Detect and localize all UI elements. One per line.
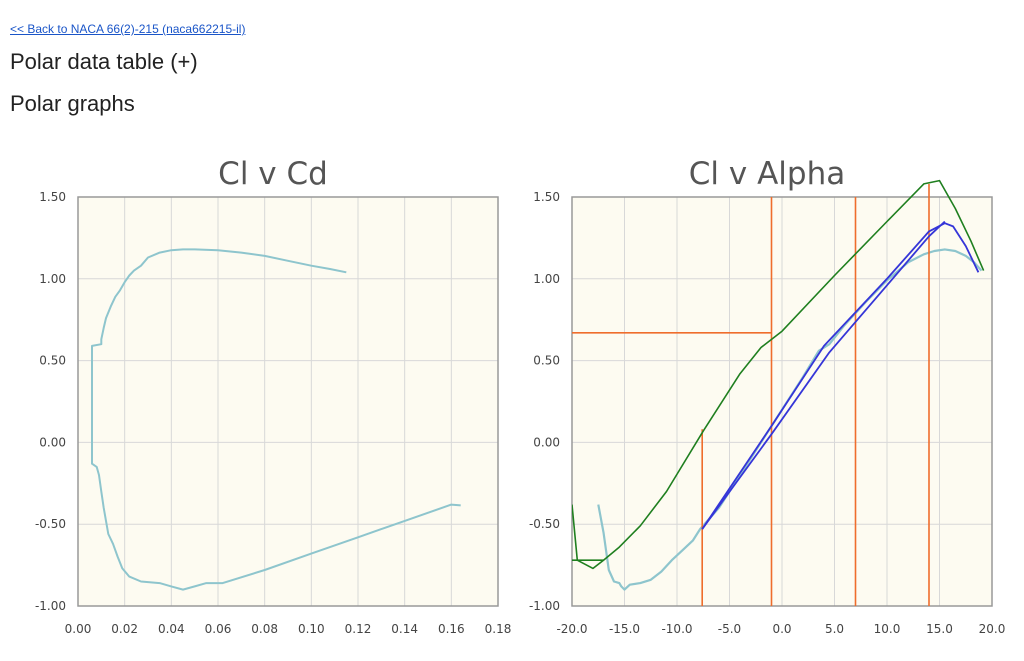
x-tick-label: -5.0 xyxy=(718,622,741,636)
series-line xyxy=(701,222,980,530)
x-tick-label: 0.00 xyxy=(65,622,92,636)
x-tick-label: 10.0 xyxy=(874,622,901,636)
polar-graphs-heading: Polar graphs xyxy=(10,91,135,116)
x-tick-label: 20.0 xyxy=(979,622,1006,636)
x-tick-label: -10.0 xyxy=(661,622,692,636)
cl-v-alpha-chart: Cl v Alpha -20.0 -15.0 -10.0 -5.0 0.0 5.0 10.0 1… xyxy=(529,156,1006,636)
chart-title: Cl v Cd xyxy=(218,156,328,192)
y-tick-label: 1.50 xyxy=(39,190,66,204)
x-tick-label: 0.04 xyxy=(158,622,185,636)
x-tick-label: 0.10 xyxy=(298,622,325,636)
x-tick-label: -20.0 xyxy=(556,622,587,636)
y-tick-label: 0.50 xyxy=(533,354,560,368)
x-tick-label: 0.08 xyxy=(251,622,278,636)
back-to-airfoil-link[interactable]: << Back to NACA 66(2)-215 (naca662215-il… xyxy=(10,22,246,36)
x-tick-label: 0.06 xyxy=(205,622,232,636)
x-tick-label: 0.16 xyxy=(438,622,465,636)
x-tick-label: 0.12 xyxy=(345,622,372,636)
y-tick-label: 1.50 xyxy=(533,190,560,204)
series-line xyxy=(597,248,983,591)
series-line xyxy=(701,220,946,530)
x-tick-label: 0.0 xyxy=(772,622,791,636)
y-tick-label: 0.00 xyxy=(533,435,560,449)
y-tick-label: -0.50 xyxy=(35,517,66,531)
y-tick-label: -1.00 xyxy=(529,599,560,613)
x-tick-label: 0.02 xyxy=(111,622,138,636)
polar-data-table-toggle[interactable]: Polar data table (+) xyxy=(10,49,198,74)
chart-title: Cl v Alpha xyxy=(689,156,845,192)
plot-border xyxy=(77,196,499,607)
y-tick-label: 0.00 xyxy=(39,435,66,449)
plot-border xyxy=(571,196,993,607)
x-tick-label: 15.0 xyxy=(926,622,953,636)
y-tick-label: -1.00 xyxy=(35,599,66,613)
y-tick-label: -0.50 xyxy=(529,517,560,531)
y-tick-label: 1.00 xyxy=(39,272,66,286)
series-line xyxy=(91,248,461,591)
x-tick-label: 5.0 xyxy=(825,622,844,636)
series-line xyxy=(572,179,985,570)
x-tick-label: 0.18 xyxy=(485,622,512,636)
x-tick-label: -15.0 xyxy=(609,622,640,636)
y-tick-label: 0.50 xyxy=(39,354,66,368)
x-tick-label: 0.14 xyxy=(391,622,418,636)
plot-area xyxy=(78,197,498,606)
y-tick-label: 1.00 xyxy=(533,272,560,286)
cl-v-cd-chart: Cl v Cd 0.00 0.02 0.04 0.06 0.08 0.10 0.12 0.14 0… xyxy=(35,156,512,636)
